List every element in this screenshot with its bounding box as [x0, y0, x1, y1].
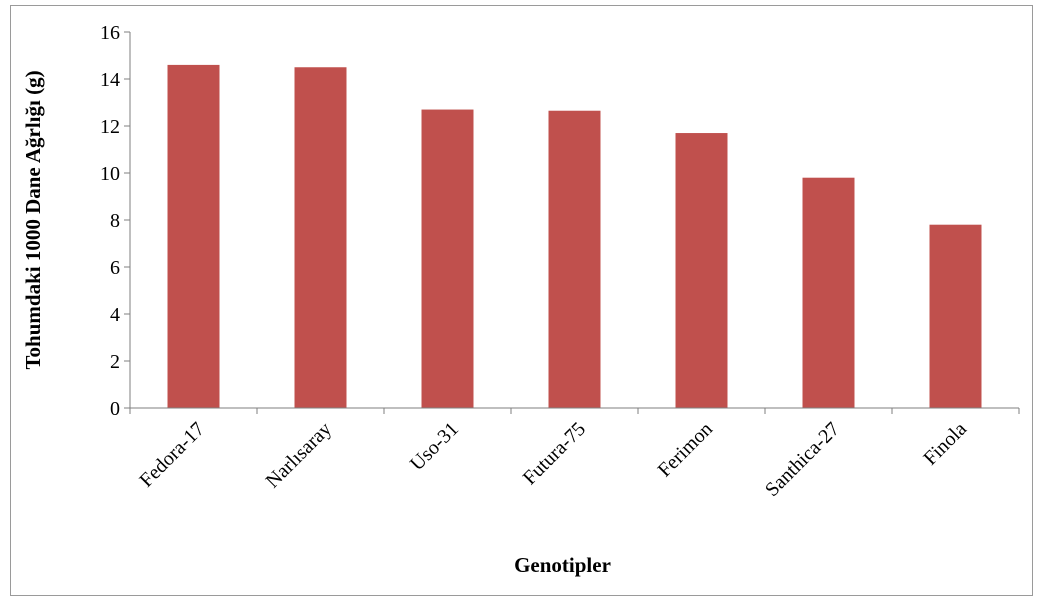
- bar: [929, 224, 982, 408]
- y-tick-label: 0: [110, 398, 120, 420]
- bar: [294, 67, 347, 408]
- y-axis-title: Tohumdaki 1000 Dane Ağrlığı (g): [21, 70, 45, 369]
- y-tick-label: 2: [110, 351, 120, 373]
- bar: [675, 133, 728, 409]
- y-tick-label: 12: [100, 116, 120, 138]
- x-tick-label: Fedora-17: [135, 418, 209, 492]
- y-tick-label: 6: [110, 257, 120, 279]
- x-tick-label: Finola: [919, 418, 971, 470]
- x-tick-label: Santhica-27: [761, 418, 844, 501]
- y-tick-label: 8: [110, 210, 120, 232]
- bar: [167, 64, 220, 409]
- y-tick-label: 16: [100, 22, 120, 44]
- x-tick-label: Ferimon: [654, 418, 717, 481]
- bar: [802, 177, 855, 408]
- y-tick-label: 14: [100, 69, 120, 91]
- y-tick-label: 10: [100, 163, 120, 185]
- bar: [421, 109, 474, 409]
- x-axis-title: Genotipler: [514, 553, 611, 577]
- x-tick-label: Uso-31: [406, 418, 463, 475]
- x-tick-label: Futura-75: [519, 418, 590, 489]
- x-ticks-group: Fedora-17 Narlısaray Uso-31 Futura-75 Ferimo…: [129, 408, 1020, 501]
- bar: [548, 110, 601, 408]
- y-ticks-group: 0 2 4 6 8 10 12 14 16: [100, 22, 130, 420]
- bars-group: [167, 64, 982, 409]
- y-tick-label: 4: [110, 304, 120, 326]
- x-tick-label: Narlısaray: [262, 418, 336, 492]
